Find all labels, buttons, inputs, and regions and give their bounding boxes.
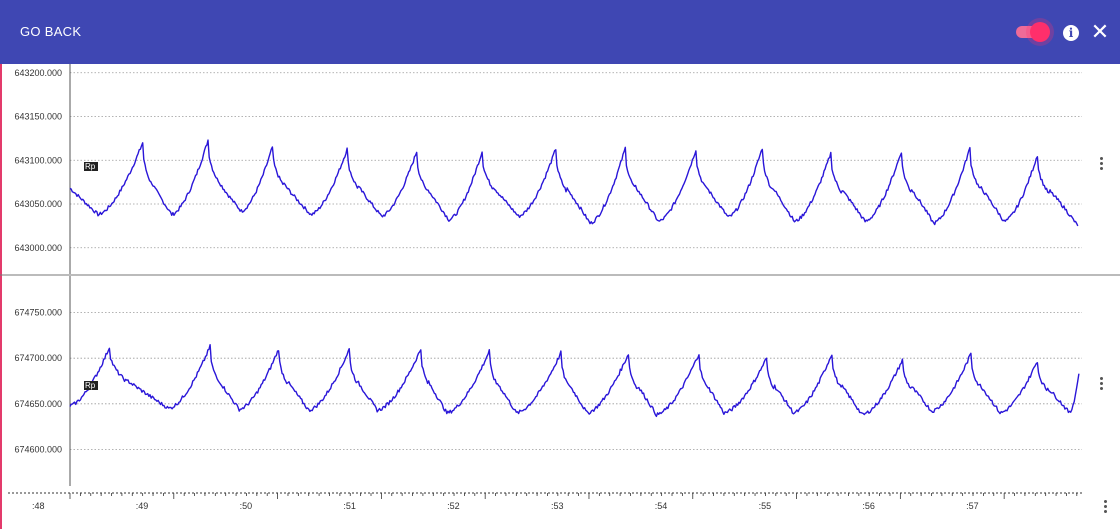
- y-tick-label: 643050.000: [14, 199, 62, 209]
- y-tick-label: 643100.000: [14, 155, 62, 165]
- y-tick-label: 643000.000: [14, 243, 62, 253]
- y-tick-label: 674750.000: [14, 308, 62, 318]
- x-tick-label: :48: [32, 501, 45, 511]
- x-tick-label: :57: [966, 501, 979, 511]
- x-tick-label: :54: [655, 501, 668, 511]
- axis-menu-icon[interactable]: [1100, 500, 1110, 518]
- series-tag: Rp: [85, 162, 96, 171]
- window-edge: [0, 0, 2, 529]
- series-tag-bg: [84, 162, 98, 171]
- series-line-rp: [69, 344, 1080, 418]
- x-tick-label: :53: [551, 501, 564, 511]
- go-back-button[interactable]: GO BACK: [20, 24, 82, 39]
- series-tag-bg: [84, 381, 98, 390]
- chart-panel-bottom: 674750.000 674700.000 674650.000 674600.000…: [14, 276, 1082, 486]
- x-tick-label: :49: [136, 501, 149, 511]
- info-icon[interactable]: i: [1063, 25, 1079, 41]
- app-toolbar: GO BACK i ✕: [0, 0, 1120, 64]
- x-tick-label: :52: [447, 501, 460, 511]
- series-tag: Rp: [85, 381, 96, 390]
- panel-top-menu-icon[interactable]: [1096, 157, 1106, 175]
- chart-panel-top: 643200.000 643150.000 643100.000 643050.000…: [14, 64, 1082, 274]
- live-toggle[interactable]: [1016, 22, 1050, 42]
- panel-bottom-menu-icon[interactable]: [1096, 377, 1106, 395]
- y-tick-label: 674650.000: [14, 399, 62, 409]
- toggle-thumb: [1030, 22, 1050, 42]
- x-tick-label: :55: [759, 501, 772, 511]
- series-line-rp: [69, 139, 1079, 227]
- y-tick-label: 643150.000: [14, 112, 62, 122]
- x-tick-label: :56: [862, 501, 875, 511]
- x-tick-label: :51: [343, 501, 356, 511]
- time-axis: :48 :49 :50 :51 :52 :53 :54 :55 :56 :57: [8, 492, 1082, 511]
- close-icon[interactable]: ✕: [1090, 19, 1110, 44]
- y-tick-label: 674700.000: [14, 353, 62, 363]
- y-tick-label: 674600.000: [14, 444, 62, 454]
- y-tick-label: 643200.000: [14, 68, 62, 78]
- x-tick-label: :50: [240, 501, 253, 511]
